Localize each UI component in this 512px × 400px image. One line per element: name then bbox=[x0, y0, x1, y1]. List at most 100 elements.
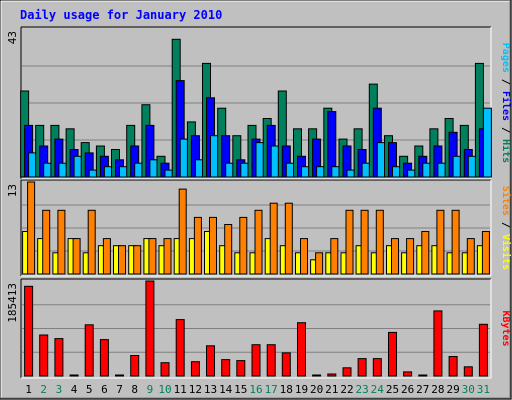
day-label-29: 29 bbox=[446, 383, 459, 396]
bar-visits-sites-day-18 bbox=[284, 202, 293, 275]
bar-visits-sites-day-29 bbox=[451, 209, 460, 275]
bar-kbytes-kbytes-day-23 bbox=[357, 358, 367, 377]
bar-visits-sites-day-2 bbox=[42, 209, 51, 275]
day-label-24: 24 bbox=[371, 383, 385, 396]
day-label-18: 18 bbox=[280, 383, 293, 396]
day-label-6: 6 bbox=[101, 383, 108, 396]
bar-visits-sites-day-12 bbox=[193, 216, 202, 275]
bar-visits-sites-day-30 bbox=[466, 238, 475, 275]
bar-kbytes-kbytes-day-8 bbox=[130, 355, 140, 377]
bar-visits-sites-day-31 bbox=[481, 231, 490, 275]
bar-visits-sites-day-7 bbox=[118, 245, 126, 275]
bar-visits-sites-day-15 bbox=[239, 216, 248, 275]
panel-hits: 43 Pages / Files / Hits bbox=[6, 26, 512, 180]
day-label-19: 19 bbox=[295, 383, 308, 396]
bar-visits-sites-day-5 bbox=[87, 209, 96, 275]
day-label-23: 23 bbox=[355, 383, 368, 396]
bar-kbytes-kbytes-day-7 bbox=[115, 374, 124, 377]
panel-hits-axis-label: Pages / Files / Hits bbox=[500, 43, 512, 163]
day-label-5: 5 bbox=[86, 383, 93, 396]
day-label-10: 10 bbox=[158, 383, 171, 396]
bar-kbytes-kbytes-day-29 bbox=[448, 356, 458, 377]
bar-visits-sites-day-10 bbox=[163, 238, 172, 275]
bar-kbytes-kbytes-day-25 bbox=[388, 331, 397, 377]
bar-kbytes-kbytes-day-20 bbox=[312, 374, 322, 377]
bar-kbytes-kbytes-day-24 bbox=[372, 358, 382, 377]
day-label-25: 25 bbox=[386, 383, 399, 396]
bar-kbytes-kbytes-day-4 bbox=[69, 374, 79, 377]
day-label-8: 8 bbox=[131, 383, 138, 396]
panel-visits-axis-label: Sites / Visits bbox=[500, 186, 512, 270]
bar-kbytes-kbytes-day-3 bbox=[54, 338, 64, 377]
day-label-16: 16 bbox=[249, 383, 262, 396]
bar-visits-sites-day-25 bbox=[391, 238, 399, 275]
bar-visits-sites-day-6 bbox=[102, 238, 111, 275]
bar-kbytes-kbytes-day-2 bbox=[39, 334, 49, 377]
day-label-13: 13 bbox=[204, 383, 217, 396]
bar-visits-sites-day-14 bbox=[224, 224, 233, 275]
panel-kbytes-max-label: 185413 bbox=[6, 283, 19, 323]
bar-visits-sites-day-3 bbox=[57, 209, 66, 275]
panels: 43 Pages / Files / Hits 13 Sites / Visits 18… bbox=[6, 26, 512, 379]
day-label-26: 26 bbox=[401, 383, 414, 396]
bar-hits-pages-day-31 bbox=[482, 107, 492, 178]
day-label-17: 17 bbox=[265, 383, 278, 396]
bar-kbytes-kbytes-day-15 bbox=[236, 360, 246, 377]
bar-visits-sites-day-22 bbox=[345, 209, 354, 275]
day-label-27: 27 bbox=[416, 383, 429, 396]
day-label-9: 9 bbox=[147, 383, 154, 396]
bar-kbytes-kbytes-day-14 bbox=[221, 359, 231, 377]
day-label-1: 1 bbox=[25, 383, 32, 396]
day-label-3: 3 bbox=[56, 383, 63, 396]
bar-kbytes-kbytes-day-6 bbox=[99, 339, 109, 377]
panel-visits: 13 Sites / Visits bbox=[6, 179, 512, 277]
day-label-12: 12 bbox=[189, 383, 202, 396]
bar-visits-sites-day-26 bbox=[406, 238, 415, 275]
bar-kbytes-kbytes-day-13 bbox=[206, 345, 215, 377]
panel-kbytes: 185413 KBytes bbox=[6, 278, 511, 379]
day-label-20: 20 bbox=[310, 383, 323, 396]
bar-kbytes-kbytes-day-9 bbox=[145, 280, 155, 377]
day-label-28: 28 bbox=[431, 383, 444, 396]
bar-kbytes-kbytes-day-30 bbox=[463, 366, 473, 377]
bar-visits-sites-day-20 bbox=[315, 252, 324, 275]
bar-visits-sites-day-21 bbox=[330, 238, 339, 275]
bar-kbytes-kbytes-day-21 bbox=[327, 373, 337, 377]
day-label-31: 31 bbox=[477, 383, 490, 396]
day-label-21: 21 bbox=[325, 383, 338, 396]
day-label-2: 2 bbox=[40, 383, 47, 396]
day-label-30: 30 bbox=[462, 383, 475, 396]
day-label-7: 7 bbox=[116, 383, 123, 396]
chart-title: Daily usage for January 2010 bbox=[20, 8, 222, 22]
day-label-11: 11 bbox=[174, 383, 187, 396]
bar-kbytes-kbytes-day-31 bbox=[478, 323, 488, 377]
bar-visits-sites-day-11 bbox=[178, 188, 187, 275]
bar-kbytes-kbytes-day-18 bbox=[281, 352, 291, 377]
day-label-14: 14 bbox=[219, 383, 233, 396]
bar-visits-sites-day-27 bbox=[421, 231, 430, 275]
day-label-4: 4 bbox=[71, 383, 78, 396]
bar-visits-sites-day-24 bbox=[375, 209, 384, 275]
bar-visits-sites-day-1 bbox=[27, 181, 36, 275]
bar-visits-sites-day-4 bbox=[72, 238, 81, 275]
panel-kbytes-axis-label: KBytes bbox=[500, 310, 511, 346]
bar-visits-sites-day-19 bbox=[300, 238, 308, 275]
bar-visits-sites-day-13 bbox=[209, 216, 217, 275]
day-labels: 1 2 3 4 5 6 7 8 9 10 11 12 13 14 15 16 17 18 19 20 21 22 23 24 2… bbox=[25, 383, 490, 396]
bar-visits-sites-day-9 bbox=[148, 238, 157, 275]
bar-kbytes-kbytes-day-17 bbox=[266, 344, 276, 377]
bar-kbytes-kbytes-day-5 bbox=[84, 324, 94, 377]
bar-kbytes-kbytes-day-22 bbox=[342, 367, 352, 377]
bar-kbytes-kbytes-day-27 bbox=[418, 374, 428, 377]
bar-visits-sites-day-17 bbox=[269, 202, 278, 275]
bar-kbytes-kbytes-day-12 bbox=[190, 361, 200, 377]
panel-hits-max-label: 43 bbox=[6, 31, 19, 44]
panel-visits-max-label: 13 bbox=[6, 184, 19, 197]
bar-kbytes-kbytes-day-11 bbox=[175, 319, 185, 377]
day-label-15: 15 bbox=[234, 383, 247, 396]
bar-visits-sites-day-16 bbox=[254, 209, 263, 275]
bar-visits-sites-day-8 bbox=[133, 245, 142, 275]
day-label-22: 22 bbox=[340, 383, 353, 396]
bar-kbytes-kbytes-day-1 bbox=[24, 285, 34, 377]
